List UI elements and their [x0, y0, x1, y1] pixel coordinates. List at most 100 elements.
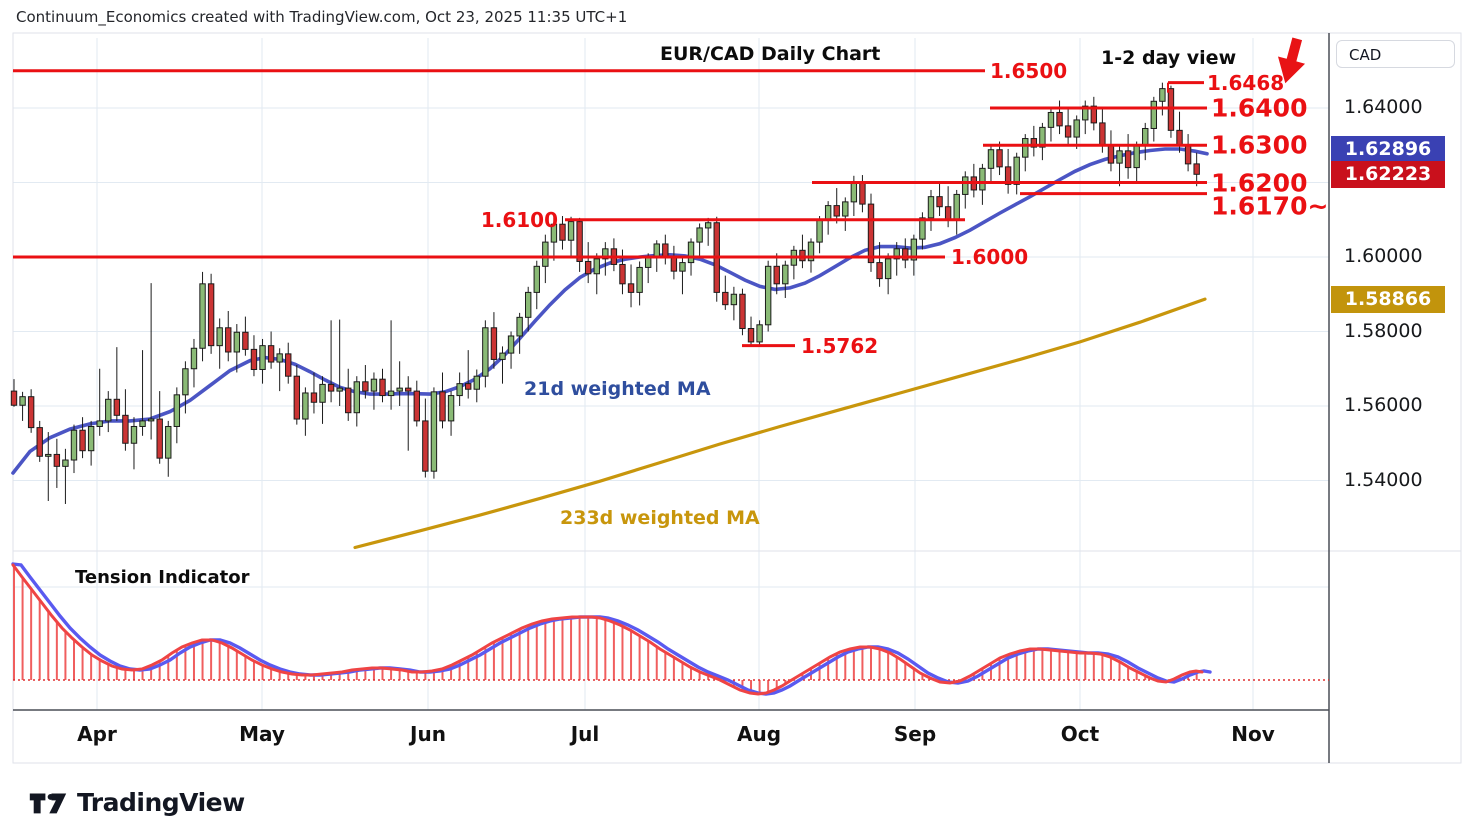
- candle: [482, 327, 489, 377]
- candle: [1099, 122, 1106, 146]
- month-label-oct[interactable]: Oct: [1060, 722, 1100, 746]
- ma233-layer: [353, 297, 1207, 550]
- candle: [884, 258, 892, 280]
- candle: [662, 243, 669, 258]
- month-label-jun[interactable]: Jun: [410, 722, 446, 746]
- tradingview-logo-text: TradingView: [77, 788, 245, 817]
- candle: [422, 420, 429, 472]
- candle: [173, 394, 181, 427]
- candle: [353, 381, 361, 414]
- candle: [927, 196, 935, 219]
- candle: [87, 425, 95, 452]
- candle: [807, 241, 815, 262]
- month-label-sep[interactable]: Sep: [893, 722, 937, 746]
- candle: [525, 291, 532, 318]
- candle: [910, 238, 918, 261]
- candle: [53, 453, 61, 467]
- candle: [619, 263, 626, 285]
- candle: [242, 331, 249, 350]
- candle: [987, 149, 995, 169]
- price-tick-label: 1.54000: [1344, 468, 1423, 491]
- month-label-apr[interactable]: Apr: [77, 722, 117, 746]
- candle: [782, 264, 789, 285]
- candles-layer: [10, 82, 1200, 504]
- candle: [1073, 119, 1080, 138]
- candle: [439, 391, 446, 422]
- candle: [456, 383, 463, 397]
- tension-main-line: [11, 563, 1204, 696]
- tradingview-logo-icon: [29, 792, 67, 813]
- candle: [45, 453, 52, 457]
- view-note: 1-2 day view: [1101, 47, 1237, 69]
- candle: [696, 227, 703, 243]
- candle: [936, 196, 943, 208]
- candle: [747, 328, 755, 343]
- tradingview-logo: TradingView: [28, 788, 245, 817]
- candle: [1082, 105, 1089, 121]
- candle: [1159, 88, 1166, 102]
- candle: [319, 383, 326, 403]
- candle: [105, 398, 112, 422]
- candle: [216, 327, 223, 347]
- candle: [584, 260, 592, 275]
- candle: [259, 345, 266, 370]
- candle: [405, 387, 412, 392]
- candle: [233, 331, 241, 353]
- candle: [190, 347, 198, 370]
- candle: [1022, 138, 1029, 158]
- candle: [310, 392, 318, 403]
- candle: [1030, 138, 1038, 148]
- ma21-value-badge: 1.62896: [1331, 135, 1445, 163]
- candle: [1184, 144, 1192, 165]
- candle: [293, 375, 301, 420]
- candle: [199, 283, 206, 349]
- level-label: 1.6100: [480, 207, 558, 232]
- last-price-badge: 1.62223: [1331, 160, 1445, 188]
- candle: [1064, 125, 1072, 138]
- month-label-jul[interactable]: Jul: [570, 722, 600, 746]
- candle: [1090, 105, 1098, 124]
- candle: [1133, 145, 1140, 169]
- candle: [1124, 150, 1132, 169]
- level-label: 1.6000: [951, 245, 1029, 269]
- candle: [567, 221, 575, 241]
- month-label-nov[interactable]: Nov: [1231, 722, 1275, 746]
- candle: [859, 182, 866, 205]
- candle: [953, 193, 960, 221]
- candle: [1150, 100, 1158, 129]
- candle: [370, 378, 378, 392]
- candle: [679, 262, 686, 272]
- attribution-text: Continuum_Economics created with Trading…: [16, 8, 628, 26]
- candle: [182, 368, 189, 396]
- candle: [285, 353, 292, 377]
- candle: [704, 222, 712, 229]
- candle: [867, 203, 875, 264]
- candle: [756, 324, 763, 343]
- candle: [764, 265, 772, 326]
- candle: [96, 420, 103, 427]
- candle: [113, 398, 121, 416]
- candle: [413, 390, 420, 422]
- candle: [156, 418, 163, 459]
- candle: [739, 293, 746, 330]
- candle: [490, 327, 498, 360]
- candle: [225, 327, 232, 353]
- candle: [602, 248, 609, 260]
- level-label: 1.5762: [801, 333, 879, 358]
- candle: [507, 335, 515, 354]
- ma233-value-badge: 1.58866: [1331, 285, 1445, 313]
- tension-indicator-title: Tension Indicator: [75, 567, 250, 588]
- level-label: 1.6500: [990, 58, 1068, 83]
- month-label-may[interactable]: May: [239, 722, 285, 746]
- month-label-aug[interactable]: Aug: [736, 722, 782, 746]
- candle: [773, 265, 780, 285]
- level-label: 1.6300: [1211, 130, 1308, 160]
- candle: [644, 257, 652, 268]
- candle: [130, 425, 138, 444]
- candle: [550, 223, 558, 243]
- candle: [516, 316, 523, 337]
- candle: [465, 383, 472, 390]
- candle: [893, 248, 900, 260]
